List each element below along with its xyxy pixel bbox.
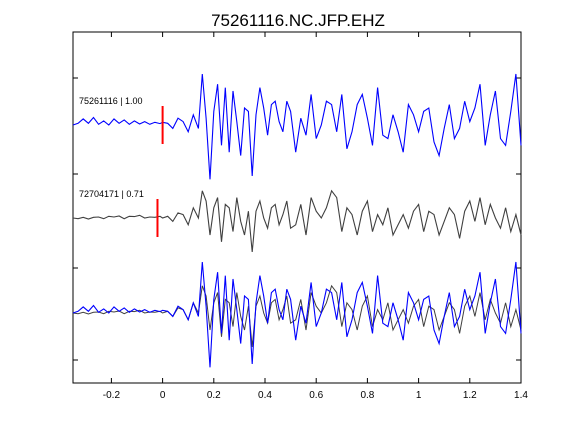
trace-1-label: 75261116 | 1.00 [79, 96, 143, 106]
trace-2-label: 72704171 | 0.71 [79, 189, 144, 199]
x-tick-label: 0.8 [360, 390, 374, 401]
x-tick-label: 1 [416, 390, 422, 401]
plot-frame [72, 31, 522, 384]
x-tick-label: 0.6 [309, 390, 323, 401]
x-axis: -0.2 0 0.2 0.4 0.6 0.8 1 1.2 1.4 [103, 32, 528, 401]
x-tick-label: 1.2 [463, 390, 477, 401]
x-tick-label: 0 [160, 390, 166, 401]
chart-title: 75261116.NC.JFP.EHZ [211, 11, 385, 30]
trace-1-waveform [72, 73, 522, 180]
x-tick-label: -0.2 [103, 390, 121, 401]
x-tick-label: 0.4 [258, 390, 272, 401]
y-axis-ticks [73, 77, 521, 361]
x-tick-label: 1.4 [514, 390, 528, 401]
trace-2-waveform [72, 189, 522, 253]
trace-panels: 75261116 | 1.00 72704171 | 0.71 [72, 73, 522, 368]
x-tick-label: 0.2 [207, 390, 221, 401]
overlay-neighbor-waveform [72, 284, 522, 348]
overlay-event-waveform [72, 261, 522, 368]
